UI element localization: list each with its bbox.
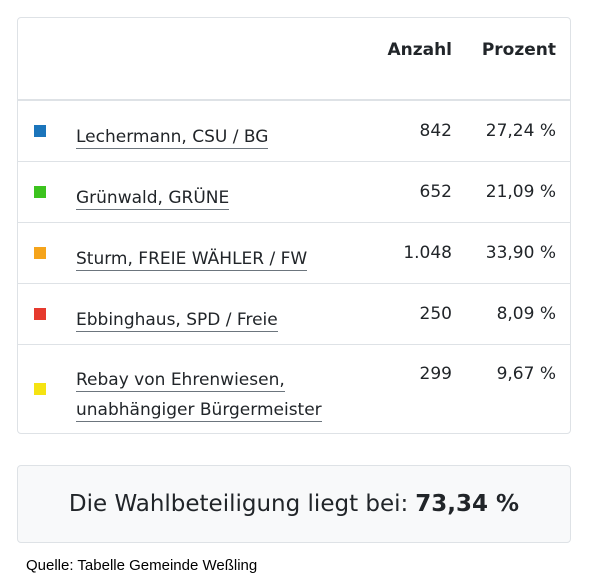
party-color-swatch xyxy=(34,246,46,259)
candidate-link[interactable]: Sturm, FREIE WÄHLER / FW xyxy=(76,248,308,271)
election-results-card: Anzahl Prozent Lechermann, CSU / BG 842 … xyxy=(17,17,571,434)
table-row: Lechermann, CSU / BG 842 27,24 % xyxy=(18,100,570,161)
table-row: Ebbinghaus, SPD / Freie 250 8,09 % xyxy=(18,282,570,344)
table-row: Sturm, FREIE WÄHLER / FW 1.048 33,90 % xyxy=(18,221,570,283)
vote-count: 652 xyxy=(356,160,468,222)
table-header-row: Anzahl Prozent xyxy=(18,18,570,101)
header-percent: Prozent xyxy=(468,18,570,101)
party-color-swatch xyxy=(34,125,46,137)
vote-percent: 8,09 % xyxy=(468,282,570,344)
party-color-swatch xyxy=(34,307,46,320)
party-color-swatch xyxy=(34,185,46,198)
turnout-label: Die Wahlbeteiligung liegt bei: xyxy=(68,491,409,517)
turnout-box: Die Wahlbeteiligung liegt bei: 73,34 % xyxy=(17,465,571,543)
header-swatch-column xyxy=(18,18,75,101)
table-row: Rebay von Ehrenwiesen, unabhängiger Bürg… xyxy=(18,343,570,433)
vote-count: 842 xyxy=(419,121,452,141)
source-note: Quelle: Tabelle Gemeinde Weßling xyxy=(26,557,258,574)
candidate-link[interactable]: Lechermann, CSU / BG xyxy=(76,127,269,149)
vote-percent: 9,67 % xyxy=(468,343,570,433)
turnout-value: 73,34 % xyxy=(415,491,520,517)
vote-percent: 33,90 % xyxy=(468,221,570,283)
header-name-column xyxy=(75,18,356,101)
vote-count: 299 xyxy=(356,343,468,433)
vote-count: 1.048 xyxy=(356,221,468,283)
header-count: Anzahl xyxy=(356,18,468,101)
candidate-link[interactable]: Grünwald, GRÜNE xyxy=(76,187,230,210)
table-row: Grünwald, GRÜNE 652 21,09 % xyxy=(18,160,570,222)
vote-percent: 21,09 % xyxy=(468,160,570,222)
candidate-link[interactable]: Ebbinghaus, SPD / Freie xyxy=(76,309,278,332)
vote-count: 250 xyxy=(356,282,468,344)
election-results-table: Anzahl Prozent Lechermann, CSU / BG 842 … xyxy=(18,18,570,433)
vote-percent: 27,24 % xyxy=(485,121,556,141)
candidate-link[interactable]: Rebay von Ehrenwiesen, unabhängiger Bürg… xyxy=(76,369,322,423)
party-color-swatch xyxy=(34,382,46,395)
